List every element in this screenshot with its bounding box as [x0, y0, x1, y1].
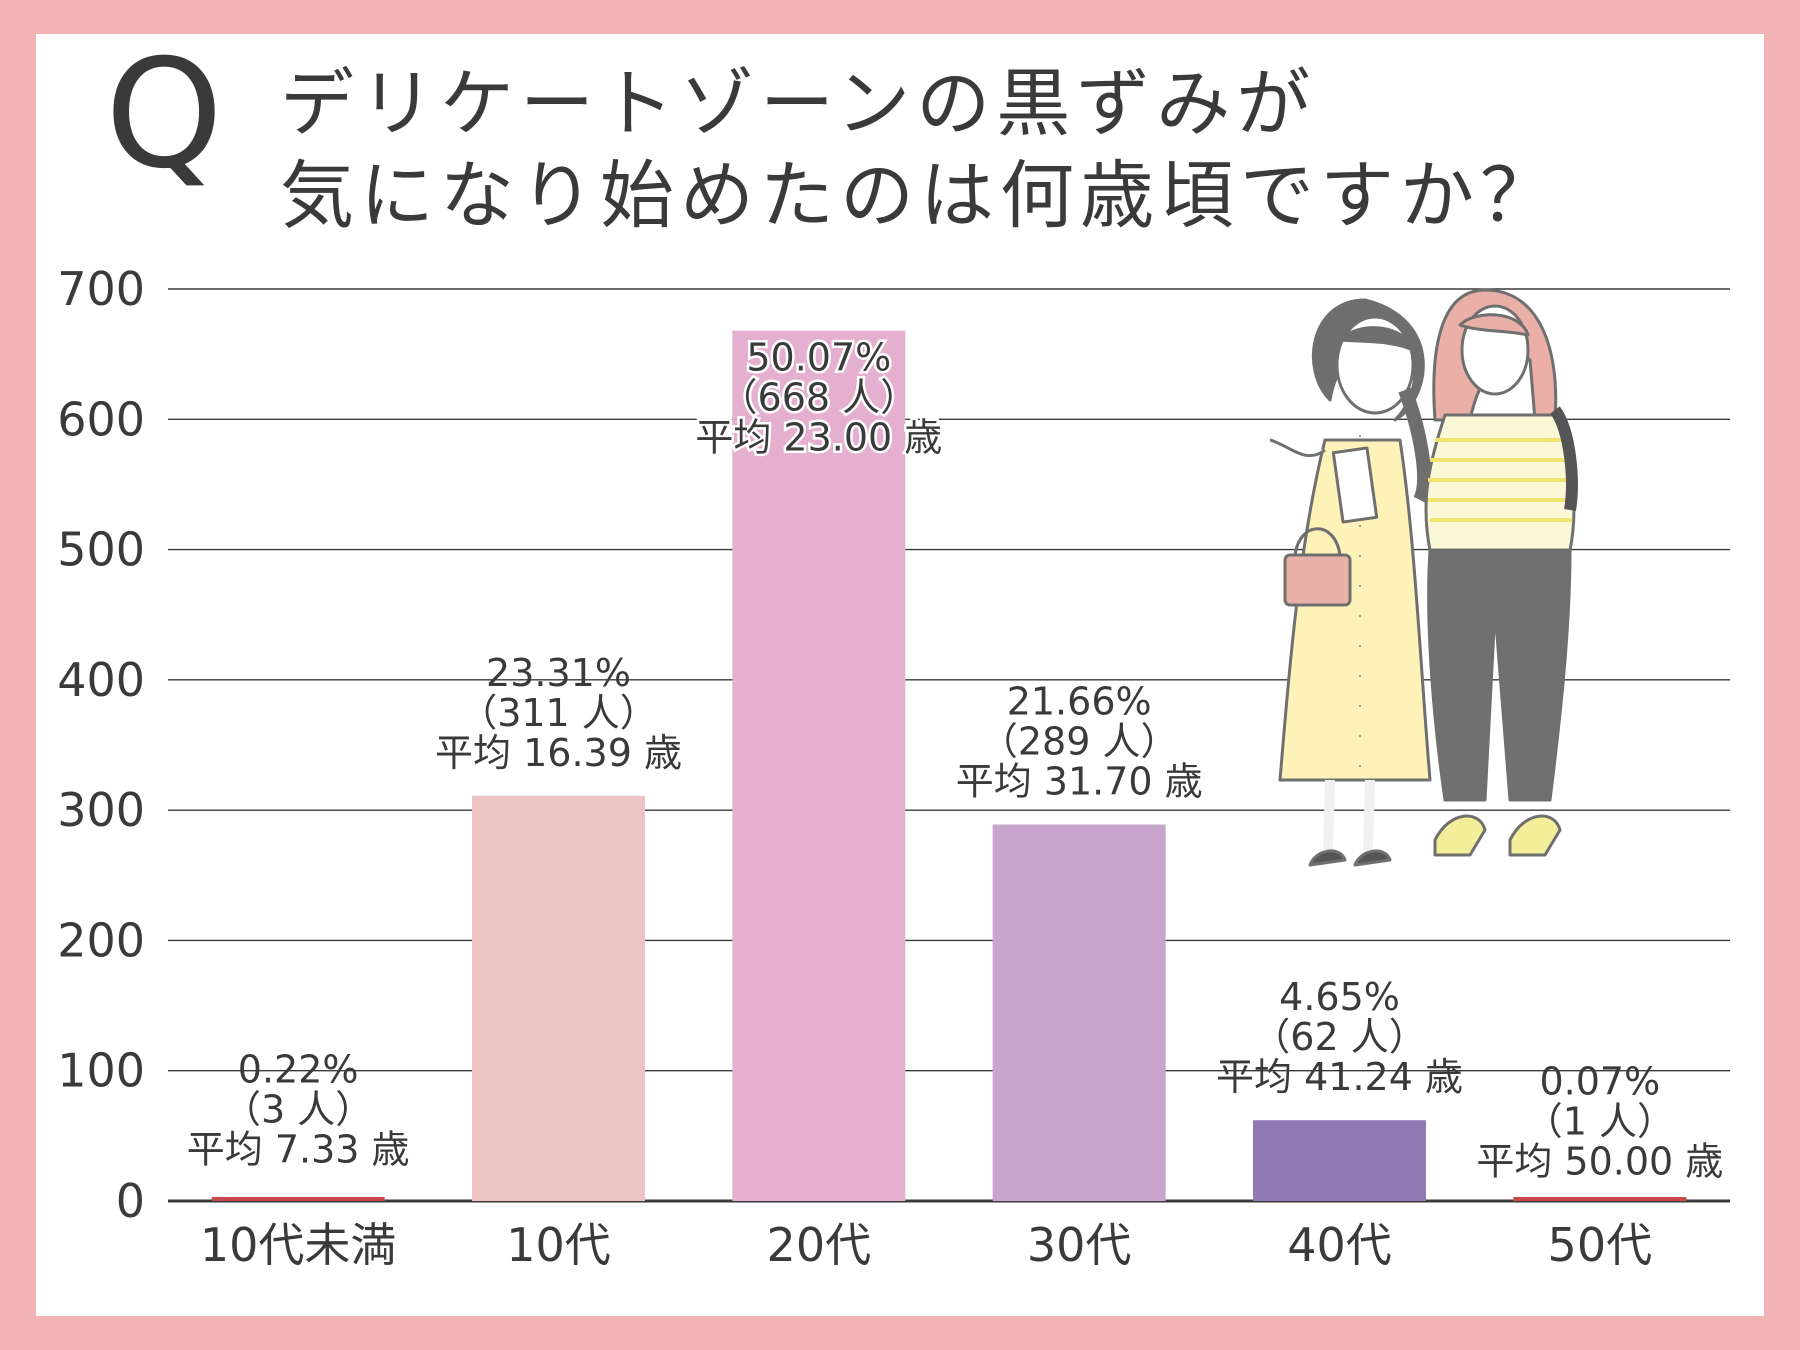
bar-5: [1513, 1197, 1687, 1201]
bar-1: [472, 795, 645, 1201]
title-line-1: デリケートゾーンの黒ずみが: [280, 61, 1317, 147]
data-label: （3 人）: [223, 1088, 373, 1132]
data-label: 平均 16.39 歳: [435, 731, 682, 775]
data-label: 21.66%: [1007, 679, 1152, 723]
x-tick-label: 10代: [506, 1218, 611, 1272]
data-label: 0.22%: [238, 1048, 359, 1092]
data-label: （1 人）: [1525, 1100, 1675, 1144]
question-mark-label: Q: [105, 28, 224, 202]
title-line-2: 気になり始めたのは何歳頃ですか？: [280, 153, 1560, 239]
data-label: 50.07%: [746, 336, 891, 380]
y-tick-label: 700: [57, 262, 145, 316]
data-label: （668 人）: [720, 376, 919, 420]
x-tick-label: 50代: [1548, 1218, 1653, 1272]
y-tick-label: 300: [57, 783, 145, 837]
data-label: 平均 31.70 歳: [956, 759, 1203, 803]
axis-ticks: 0 100 200 300 400 500 600 700 10代未満 10代 20代 30代 40代 5…: [57, 262, 1652, 1272]
bar-4: [1253, 1120, 1426, 1201]
two-women-illustration-icon: [1270, 288, 1578, 867]
y-tick-label: 500: [57, 523, 145, 577]
data-label: 0.07%: [1539, 1060, 1660, 1104]
data-labels: 0.22%（3 人）平均 7.33 歳 23.31%（311 人）平均 16.39…: [187, 333, 1724, 1184]
bar-0: [211, 1197, 385, 1201]
data-label: 平均 23.00 歳: [695, 416, 942, 460]
y-tick-label: 0: [116, 1174, 145, 1228]
data-label: 23.31%: [486, 651, 631, 695]
data-label: 平均 41.24 歳: [1216, 1055, 1463, 1099]
x-tick-label: 10代未満: [200, 1218, 397, 1272]
data-label: （62 人）: [1252, 1015, 1426, 1059]
bars: [211, 330, 1687, 1202]
grid-lines: [168, 288, 1730, 1203]
chart-title: デリケートゾーンの黒ずみが 気になり始めたのは何歳頃ですか？: [280, 58, 1560, 242]
y-tick-label: 600: [57, 392, 145, 446]
data-label: （311 人）: [459, 691, 658, 735]
y-tick-label: 100: [57, 1044, 145, 1098]
bar-2: [732, 330, 906, 1202]
data-label: 平均 7.33 歳: [187, 1128, 410, 1172]
x-tick-label: 30代: [1027, 1218, 1132, 1272]
x-tick-label: 20代: [767, 1218, 872, 1272]
data-label: 4.65%: [1279, 975, 1400, 1019]
bar-3: [992, 824, 1166, 1201]
y-tick-label: 400: [57, 653, 145, 707]
data-label: （289 人）: [980, 719, 1179, 763]
data-label: 平均 50.00 歳: [1476, 1140, 1723, 1184]
x-tick-label: 40代: [1287, 1218, 1392, 1272]
y-tick-label: 200: [57, 913, 145, 967]
